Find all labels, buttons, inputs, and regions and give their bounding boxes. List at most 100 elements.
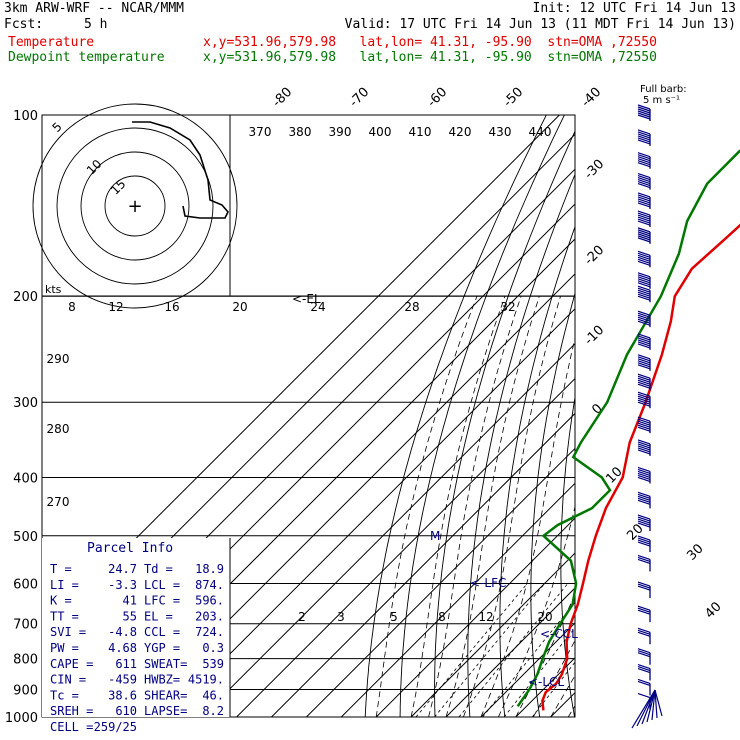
el-marker: <-EL bbox=[292, 292, 321, 306]
hodograph-ring-2 bbox=[56, 127, 214, 285]
wind-barb-flag bbox=[637, 383, 651, 389]
wind-barb-flag bbox=[637, 152, 651, 158]
parcel-info-title: Parcel Info bbox=[87, 541, 173, 556]
wind-barb-lowlevel-line bbox=[641, 689, 656, 725]
ccl-marker: <-CCL bbox=[540, 627, 578, 641]
wind-barb-flag bbox=[637, 131, 651, 137]
parcel-info-cell: 610 bbox=[115, 704, 137, 718]
wind-barb-flag bbox=[637, 341, 651, 347]
wind-barb-flag bbox=[637, 237, 651, 243]
parcel-info-cell: PW = bbox=[50, 641, 79, 655]
wind-barb-flag bbox=[637, 285, 651, 291]
isotherm--70 bbox=[201, 342, 575, 717]
parcel-info-cell: 18.9 bbox=[195, 562, 224, 576]
mixing-ratio-label-8: 8 bbox=[438, 610, 446, 624]
wind-barb-flag bbox=[637, 399, 651, 405]
wind-barb-flag bbox=[637, 514, 651, 520]
wind-barb-flag bbox=[637, 154, 651, 160]
wind-barb-flag bbox=[637, 395, 651, 401]
theta-left-label-280: 280 bbox=[47, 422, 70, 436]
wind-barb-740 bbox=[637, 627, 651, 645]
wind-barb-flag bbox=[637, 210, 651, 216]
wind-barb-flag bbox=[637, 393, 651, 399]
hodograph-ring-1 bbox=[80, 151, 190, 261]
wind-barb-flag bbox=[637, 583, 651, 589]
dry-adiabat-290 bbox=[499, 225, 575, 717]
moist-adiabat--5 bbox=[428, 296, 522, 717]
isotherm-label--40: -40 bbox=[579, 85, 605, 111]
wind-barb-flag bbox=[637, 663, 651, 670]
lfc-marker: <-LFC bbox=[470, 576, 506, 590]
wind-barb-flag bbox=[637, 252, 651, 258]
isotherm--80 bbox=[166, 308, 575, 717]
wind-barb-flag bbox=[637, 106, 651, 112]
parcel-info-cell: LFC = bbox=[144, 594, 180, 608]
wind-barb-flag bbox=[637, 554, 651, 560]
wind-barb-flag bbox=[637, 665, 651, 672]
wind-barb-flag bbox=[637, 335, 651, 341]
wind-barb-flag bbox=[637, 218, 651, 224]
parcel-info-cell: LAPSE= bbox=[144, 704, 187, 718]
wind-barb-flag bbox=[637, 212, 651, 218]
wind-barb-140 bbox=[637, 192, 651, 209]
parcel-info-cell: 724. bbox=[195, 625, 224, 639]
wind-barb-220 bbox=[637, 310, 651, 328]
wind-barb-flag bbox=[637, 108, 651, 114]
pressure-label-600: 600 bbox=[13, 577, 38, 592]
wind-barb-flag bbox=[637, 295, 651, 301]
speed-label-8: 8 bbox=[68, 300, 76, 314]
wind-barb-120 bbox=[637, 152, 651, 169]
wind-barb-800 bbox=[637, 648, 651, 665]
dry-adiabat-320 bbox=[590, 115, 673, 730]
wind-barb-flag bbox=[637, 476, 651, 483]
wind-barb-flag bbox=[637, 276, 651, 282]
wind-barb-flag bbox=[637, 310, 651, 316]
wind-barb-flag bbox=[637, 520, 651, 526]
wind-barb-flag bbox=[637, 139, 651, 145]
hodograph-ring-label-0: 5 bbox=[50, 120, 65, 135]
moist-adiabat--20 bbox=[375, 296, 478, 717]
isotherm--10 bbox=[410, 552, 575, 717]
dry-adiabat-280 bbox=[467, 173, 575, 717]
theta-label-380: 380 bbox=[289, 125, 312, 139]
model-title: 3km ARW-WRF -- NCAR/MMM bbox=[4, 1, 185, 16]
wind-barb-flag bbox=[637, 293, 651, 299]
wind-barb-190 bbox=[637, 272, 651, 289]
wind-barb-flag bbox=[637, 129, 651, 135]
pressure-label-200: 200 bbox=[13, 290, 38, 305]
wind-barb-flag bbox=[637, 360, 651, 366]
mixing-ratio-12 bbox=[503, 627, 575, 717]
moist-adiabat-0 bbox=[445, 296, 540, 717]
speed-label-20: 20 bbox=[232, 300, 247, 314]
wind-barb-flag bbox=[637, 420, 651, 426]
wind-barb-flag bbox=[637, 585, 651, 591]
wind-barb-flag bbox=[637, 337, 651, 343]
wind-barb-280 bbox=[637, 373, 651, 391]
wind-barb-flag bbox=[637, 216, 651, 222]
dry-adiabat-270 bbox=[434, 130, 575, 717]
wind-barb-flag bbox=[637, 114, 651, 120]
wind-barb-flag bbox=[637, 468, 651, 475]
parcel-info-cell: TT = bbox=[50, 609, 79, 623]
theta-label-420: 420 bbox=[449, 125, 472, 139]
hodograph-ring-0 bbox=[104, 175, 166, 237]
wind-barb-flag bbox=[637, 314, 651, 320]
mixing-ratio-5 bbox=[458, 583, 569, 717]
wind-barb-flag bbox=[637, 156, 651, 162]
wind-barb-flag bbox=[637, 537, 651, 543]
wind-barb-130 bbox=[637, 173, 651, 190]
moist-adiabat-25 bbox=[532, 639, 575, 717]
dewpoint-location: x,y=531.96,579.98 lat,lon= 41.31, -95.90… bbox=[203, 50, 657, 65]
wind-barb-flag bbox=[637, 373, 651, 379]
isotherm-label--60: -60 bbox=[425, 85, 451, 111]
hodograph-trace bbox=[132, 121, 229, 219]
wind-barb-flag bbox=[637, 287, 651, 293]
dry-adiabat-330 bbox=[618, 115, 691, 730]
wind-barb-flag bbox=[637, 280, 651, 286]
wind-barb-flag bbox=[637, 233, 651, 239]
wind-barb-flag bbox=[637, 318, 651, 324]
moist-adiabat--10 bbox=[410, 296, 506, 717]
wind-barb-flag bbox=[637, 214, 651, 220]
speed-label-32: 32 bbox=[500, 300, 515, 314]
theta-label-410: 410 bbox=[409, 125, 432, 139]
